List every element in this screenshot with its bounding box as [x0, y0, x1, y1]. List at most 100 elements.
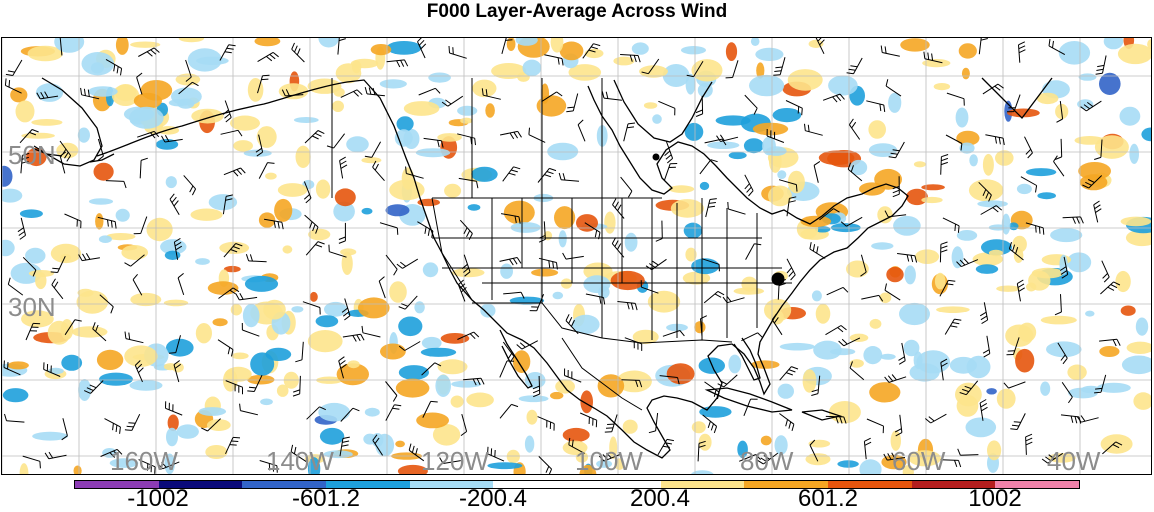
contour-patch — [863, 346, 882, 364]
contour-patch — [761, 436, 772, 446]
contour-patch — [1032, 268, 1064, 279]
colorbar-label-neg-601: -601.2 — [292, 486, 360, 512]
contour-patch — [466, 393, 494, 408]
contour-patch — [487, 462, 522, 469]
contour-patch — [996, 286, 1020, 292]
wind-barb — [305, 131, 324, 144]
contour-patch — [952, 246, 964, 268]
wind-barb — [563, 253, 584, 259]
contour-patch — [888, 93, 901, 113]
contour-patch — [361, 157, 381, 163]
contour-patch — [681, 46, 706, 54]
contour-patch — [74, 466, 82, 476]
wind-barb — [897, 254, 917, 263]
contour-patch — [886, 267, 903, 282]
contour-patch — [250, 352, 274, 375]
contour-patch — [386, 204, 410, 216]
wind-barb — [544, 55, 563, 66]
contour-patch — [510, 297, 544, 305]
wind-barb — [79, 253, 100, 260]
contour-patch — [25, 248, 45, 264]
wind-barb — [580, 413, 597, 427]
contour-patch — [205, 445, 227, 459]
contour-patch — [914, 351, 923, 369]
wind-barb — [805, 124, 823, 136]
contour-patch — [1059, 41, 1090, 65]
wind-barb — [746, 244, 762, 260]
wind-barb — [500, 258, 521, 266]
wind-barb — [380, 223, 398, 235]
contour-patch — [116, 209, 130, 222]
contour-patch — [195, 258, 210, 265]
contour-patch — [1026, 168, 1056, 176]
contour-patch — [348, 360, 360, 368]
contour-patch — [78, 289, 94, 297]
wind-barb — [458, 280, 466, 301]
lon-label-140w: 140W — [266, 448, 334, 474]
contour-patch — [335, 188, 356, 206]
contour-patch — [88, 86, 117, 97]
contour-patch — [396, 379, 430, 398]
contour-patch — [265, 173, 277, 180]
contour-patch — [164, 300, 188, 307]
contour-patch — [915, 249, 939, 264]
contour-patch — [134, 93, 162, 109]
colorbar-label-pos-601: 601.2 — [798, 486, 858, 512]
wind-barb — [706, 199, 717, 217]
wind-barb — [387, 60, 408, 67]
contour-patch — [751, 38, 760, 46]
wind-barb — [5, 414, 25, 422]
contour-patch — [623, 420, 638, 434]
wind-barb — [419, 88, 440, 95]
wind-barb — [723, 296, 745, 303]
contour-patch — [2, 240, 15, 256]
contour-patch — [99, 235, 112, 243]
contour-patch — [1104, 38, 1124, 49]
contour-patch — [652, 114, 662, 124]
contour-patch — [585, 49, 604, 58]
wind-barb — [397, 259, 418, 268]
contour-patch — [644, 102, 657, 109]
contour-patch — [1136, 318, 1148, 336]
wind-barb — [343, 334, 364, 341]
contour-patch — [1122, 356, 1152, 375]
map-title: F000 Layer-Average Across Wind — [0, 0, 1154, 24]
wind-barb — [538, 417, 555, 431]
wind-barb — [881, 46, 900, 57]
lon-label-160w: 160W — [110, 448, 178, 474]
contour-patch — [389, 281, 407, 303]
wind-barb — [943, 218, 959, 233]
wind-barb — [327, 134, 345, 148]
wind-barb — [663, 331, 685, 337]
map-panel: 50N 30N 160W 140W 120W 100W 80W 60W 40W — [1, 37, 1152, 475]
lon-label-100w: 100W — [575, 448, 643, 474]
contour-patch — [380, 344, 406, 360]
contour-patch — [812, 290, 822, 301]
contour-patch — [414, 301, 424, 313]
wind-barb — [1019, 42, 1026, 63]
wind-barb — [979, 38, 988, 54]
wind-barb — [780, 367, 798, 381]
contour-patch — [744, 138, 764, 153]
contour-patch — [1133, 392, 1152, 410]
contour-patch — [870, 319, 882, 329]
wind-barb — [947, 93, 964, 106]
contour-patch — [728, 355, 741, 374]
contour-patch — [422, 337, 442, 349]
contour-patch — [1121, 306, 1136, 316]
contour-patch — [684, 223, 703, 239]
wind-barb — [258, 52, 279, 61]
contour-patch — [859, 459, 881, 475]
wind-barb — [373, 161, 385, 181]
lon-label-40w: 40W — [1047, 448, 1100, 474]
wind-barb — [500, 131, 521, 139]
contour-patch — [36, 83, 63, 102]
contour-patch — [316, 315, 339, 327]
contour-patch — [166, 176, 177, 188]
wind-barb — [184, 175, 196, 195]
wind-barb — [503, 167, 521, 182]
contour-patch — [816, 304, 831, 324]
station-marker-coastal — [772, 273, 785, 286]
wind-barb — [338, 38, 346, 55]
contour-patch — [386, 41, 421, 55]
